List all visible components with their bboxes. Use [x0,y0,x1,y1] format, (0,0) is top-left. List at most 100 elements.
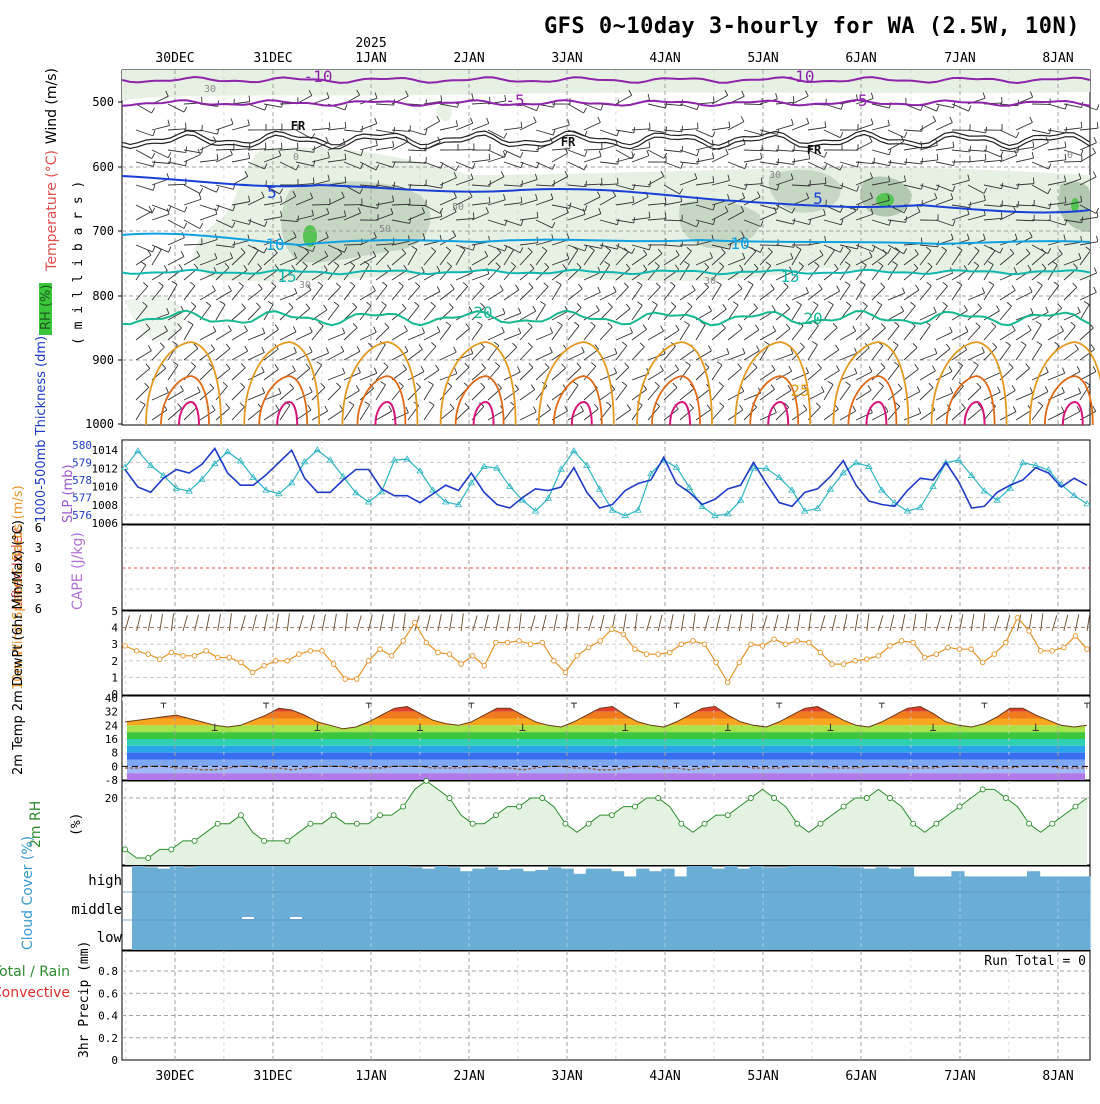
cloud-bar [813,866,826,950]
date-label-top: 6JAN [845,51,876,66]
rh2m-point [725,813,730,818]
wind10-point [436,650,441,655]
rh2m-point [864,796,869,801]
cloud-bar [195,866,208,950]
rh2m-point [911,821,916,826]
cloud-bar [346,866,359,950]
contour-label: 50 [379,224,391,235]
cloud-bar [523,871,536,950]
wind10-point [876,654,881,659]
date-label-bottom: 7JAN [944,1069,975,1084]
date-label-bottom: 1JAN [355,1069,386,1084]
pressure-tick: 600 [92,160,114,174]
wind10-point [749,642,754,647]
wind-barb-flag [682,126,683,132]
cloud-bar [422,869,435,950]
temp-tick: 32 [105,706,118,719]
wind10-point [204,649,209,654]
cloud-bar [838,867,851,950]
cloud-bar [1077,876,1090,950]
wind10-point [459,662,464,667]
cloud-bar [1014,876,1027,950]
wind10-point [575,654,580,659]
date-label-top: 31DEC [253,51,292,66]
wind10-point [888,644,893,649]
cloud-bar [951,871,964,950]
cloud-bar [712,869,725,950]
cloud-bar [964,876,977,950]
ylabel-wind: Wind (m/s) [44,68,60,144]
contour-label: 15 [780,267,799,286]
cloud-bar [132,866,145,950]
wind10-point [1004,640,1009,645]
wind10-point [934,652,939,657]
date-label-top: 4JAN [649,51,680,66]
wind-barb-flag [1093,406,1096,411]
wind10-point [366,659,371,664]
rh2m-point [215,821,220,826]
ylabel-thickness: 1000-500mb Thickness (dm) [34,336,49,523]
contour-label: -10 [304,67,333,86]
contour-label: 20 [473,303,492,322]
wind10-point [633,647,638,652]
rh2m-point [1073,804,1078,809]
wind10-point [1062,645,1067,650]
cloud-bar [1040,876,1053,950]
cloud-bar [220,866,233,950]
precip-tick: 0.2 [98,1032,118,1045]
ylabel-cape: CAPE (J/kg) [70,532,86,610]
rh2m-point [285,838,290,843]
wind10-point [1073,634,1078,639]
wind10-point [899,639,904,644]
cloud-bar [157,869,170,950]
rh2m-point [1050,821,1055,826]
cloud-bar [977,876,990,950]
rh2m-point [563,821,568,826]
li-tick: 6 [35,521,42,535]
temp-tick: 0 [111,760,118,773]
cloud-bar [233,866,246,950]
rh2m-point [331,813,336,818]
wind-barb [1064,161,1082,162]
thickness-tick: 580 [72,439,92,452]
wind10-point [609,627,614,632]
date-label-top: 3JAN [551,51,582,66]
wind10-point [181,654,186,659]
cloud-level-label: low [97,930,123,946]
date-label-top: 1JAN [355,51,386,66]
wind-barb-flag [586,181,587,187]
rh2m-ticks: 20 [105,792,118,805]
date-label-bottom: 3JAN [551,1069,582,1084]
wind10-point [911,640,916,645]
rh2m-point [169,847,174,852]
wind-barb-flag [1093,148,1096,153]
slp-tick: 1006 [92,517,119,530]
wind10-point [586,645,591,650]
wind-barb-flag [1094,137,1096,142]
rh2m-point [447,796,452,801]
precip-tick: 0 [111,1054,118,1067]
cloud-bar [636,869,649,950]
cloud-bar [762,867,775,950]
cloud-bar [939,876,952,950]
slp-tick: 1010 [92,481,119,494]
temp-color-band [127,739,1085,746]
contour-label: 0 [1067,150,1073,161]
wind10-tick: 5 [111,605,118,618]
temp-color-band [127,719,1085,726]
wind10-point [297,652,302,657]
cloud-bar [1027,871,1040,950]
contour-label: 10 [730,234,749,253]
wind-barb-flag [1001,154,1002,160]
ylabel-precip: 3hr Precip (mm) [77,941,92,1058]
wind10-point [922,655,927,660]
wind-barb [344,244,362,245]
temp-tick: 8 [111,747,118,760]
wind10-point [795,639,800,644]
cloud-bar [308,866,321,950]
ylabel-cloud-cover: Cloud Cover (%) [20,836,36,950]
